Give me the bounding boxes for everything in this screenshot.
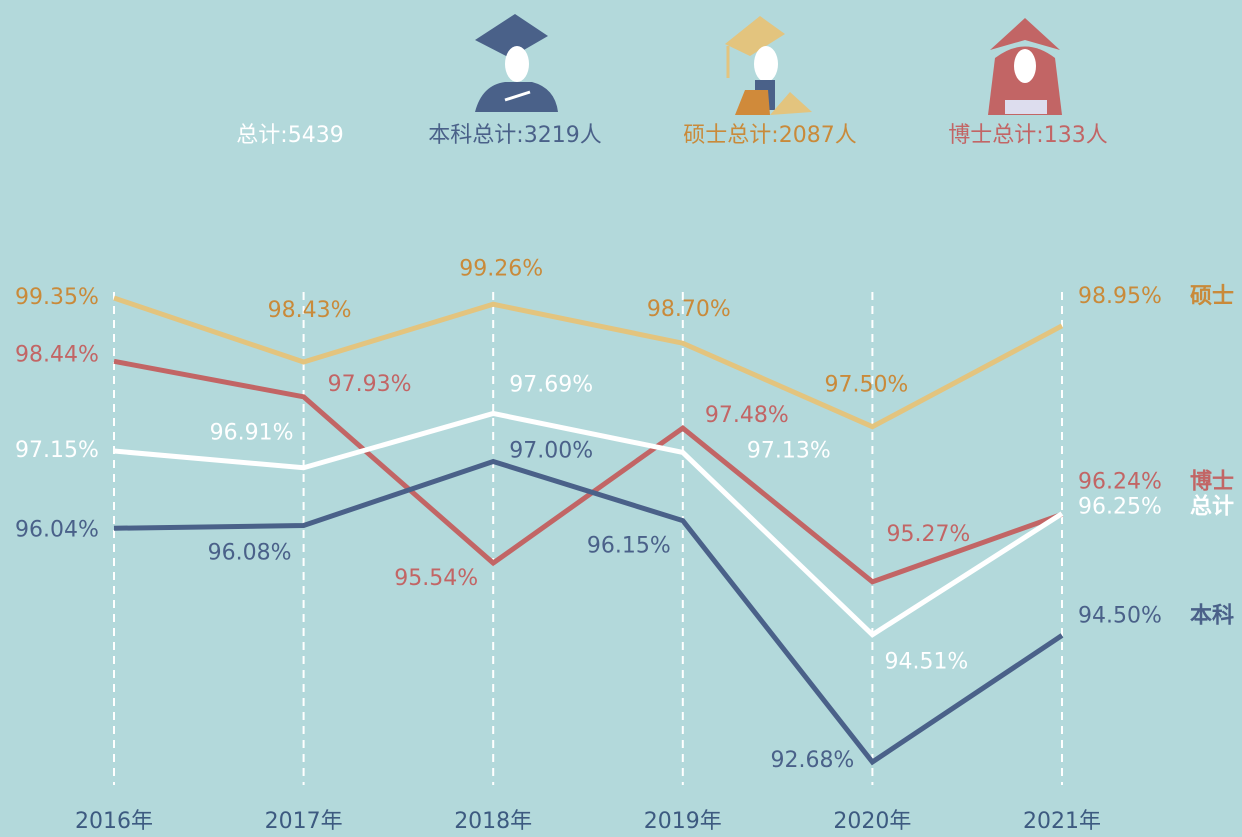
value-label: 98.95% (1078, 284, 1162, 309)
value-label: 97.13% (747, 438, 831, 463)
value-label: 96.91% (210, 421, 294, 446)
value-label: 97.69% (509, 372, 593, 397)
value-label: 97.48% (705, 403, 789, 428)
x-tick-label: 2018年 (454, 809, 532, 834)
value-label: 94.50% (1078, 603, 1162, 628)
value-label: 96.24% (1078, 469, 1162, 494)
series-name: 硕士 (1190, 284, 1234, 309)
legend-text: 总计:5439 (236, 123, 343, 148)
x-tick-label: 2017年 (265, 809, 343, 834)
value-label: 97.93% (328, 372, 412, 397)
x-tick-label: 2021年 (1023, 809, 1101, 834)
value-label: 96.04% (15, 517, 99, 542)
legend-text: 博士总计:133人 (948, 123, 1107, 148)
value-label: 96.25% (1078, 495, 1162, 520)
value-label: 96.15% (587, 534, 671, 559)
value-label: 99.26% (459, 256, 543, 281)
value-label: 98.70% (647, 297, 731, 322)
series-name: 博士 (1190, 468, 1234, 494)
series-name: 总计 (1190, 494, 1234, 520)
value-label: 97.50% (824, 373, 908, 398)
value-label: 97.00% (509, 438, 593, 463)
value-label: 96.08% (208, 540, 292, 565)
value-label: 98.43% (268, 298, 352, 323)
legend-text: 硕士总计:2087人 (683, 123, 856, 148)
x-tick-label: 2016年 (75, 809, 153, 834)
value-label: 99.35% (15, 285, 99, 310)
value-label: 95.27% (886, 522, 970, 547)
value-label: 94.51% (884, 650, 968, 675)
value-label: 98.44% (15, 342, 99, 367)
value-label: 92.68% (770, 748, 854, 773)
x-tick-label: 2019年 (644, 809, 722, 834)
value-label: 97.15% (15, 438, 99, 463)
value-label: 95.54% (394, 566, 478, 591)
chart: 总计:5439 本科总计:3219人 硕士总计:2087人 博士总计:133人 … (0, 0, 1242, 837)
legend-text: 本科总计:3219人 (428, 123, 601, 148)
x-tick-label: 2020年 (833, 809, 911, 834)
series-name: 本科 (1190, 603, 1234, 628)
